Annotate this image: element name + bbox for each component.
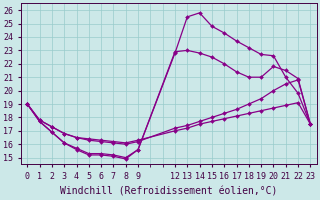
X-axis label: Windchill (Refroidissement éolien,°C): Windchill (Refroidissement éolien,°C) bbox=[60, 187, 277, 197]
